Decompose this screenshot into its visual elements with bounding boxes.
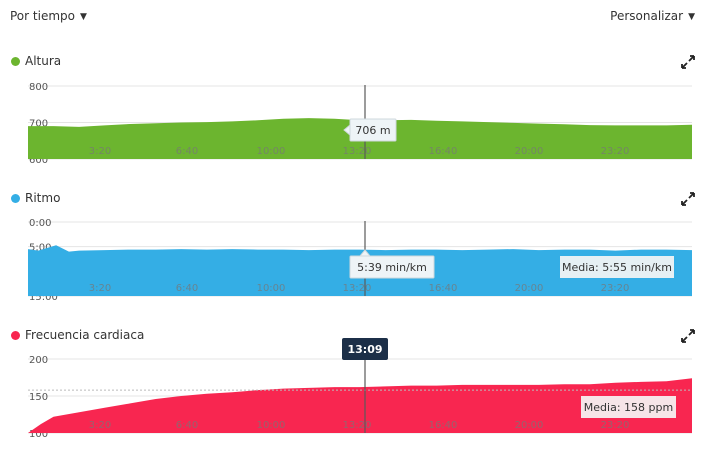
y-tick-label: 800 (29, 82, 48, 93)
frecuencia-average-box (581, 396, 676, 418)
ritmo-chart: 0:005:0010:0015:003:206:4010:0013:2016:4… (28, 218, 692, 303)
y-tick-label: 15:00 (29, 292, 58, 303)
altura-tooltip-box (349, 118, 397, 142)
ritmo-tooltip-value: 5:39 min/km (357, 261, 427, 274)
view-mode-dropdown[interactable]: Por tiempo ▼ (10, 9, 87, 23)
frecuencia-chart-title: Frecuencia cardiaca (11, 328, 144, 342)
cursor-time-box (342, 338, 388, 360)
altura-title-text: Altura (25, 54, 62, 68)
x-tick-label: 3:20 (89, 146, 111, 157)
expand-icon[interactable] (681, 329, 695, 343)
x-tick-label: 23:20 (601, 420, 630, 431)
toolbar: Por tiempo ▼ Personalizar ▼ (0, 0, 703, 34)
ritmo-average-box (560, 256, 674, 278)
x-tick-label: 13:20 (343, 283, 372, 294)
y-tick-label: 5:00 (29, 243, 51, 254)
expand-icon[interactable] (681, 192, 695, 206)
frecuencia-area-series (28, 378, 692, 433)
x-tick-label: 10:00 (257, 146, 286, 157)
altura-chart: 800 700 600 3:20 6:40 10:00 13:20 16:40 20:00 23:… (28, 82, 692, 166)
x-tick-label: 6:40 (176, 146, 198, 157)
x-tick-label: 16:40 (429, 146, 458, 157)
x-tick-label: 23:20 (601, 283, 630, 294)
ritmo-color-dot (11, 194, 20, 203)
ritmo-title-text: Ritmo (25, 191, 61, 205)
x-tick-label: 3:20 (89, 283, 111, 294)
y-tick-label: 600 (29, 155, 48, 166)
y-tick-label: 100 (29, 429, 48, 440)
altura-tooltip-value: 706 m (355, 124, 390, 137)
y-tick-label: 200 (29, 355, 48, 366)
customize-dropdown[interactable]: Personalizar ▼ (610, 9, 695, 23)
frecuencia-average-label: Media: 158 ppm (584, 401, 673, 414)
x-tick-label: 20:00 (515, 283, 544, 294)
frecuencia-color-dot (11, 331, 20, 340)
y-tick-label: 0:00 (29, 218, 51, 229)
customize-label: Personalizar (610, 9, 684, 23)
frecuencia-title-text: Frecuencia cardiaca (25, 328, 145, 342)
ritmo-chart-title: Ritmo (11, 191, 60, 205)
view-mode-label: Por tiempo (10, 9, 75, 23)
x-tick-label: 13:20 (343, 146, 372, 157)
x-tick-label: 13:20 (343, 420, 372, 431)
caret-down-icon: ▼ (79, 12, 87, 22)
x-tick-label: 6:40 (176, 283, 198, 294)
altura-color-dot (11, 57, 20, 66)
x-tick-label: 23:20 (601, 146, 630, 157)
x-tick-label: 16:40 (429, 420, 458, 431)
expand-icon[interactable] (681, 55, 695, 69)
y-tick-label: 150 (29, 392, 48, 403)
x-tick-label: 10:00 (257, 283, 286, 294)
x-tick-label: 16:40 (429, 283, 458, 294)
x-tick-label: 10:00 (257, 420, 286, 431)
altura-chart-title: Altura (11, 54, 61, 68)
caret-down-icon: ▼ (688, 12, 695, 22)
frecuencia-chart: 200 150 100 3:20 6:40 10:00 13:20 16:40 20:00 23:… (28, 338, 692, 440)
ritmo-average-label: Media: 5:55 min/km (562, 261, 672, 274)
x-tick-label: 20:00 (515, 146, 544, 157)
y-tick-label: 700 (29, 119, 48, 130)
x-tick-label: 6:40 (176, 420, 198, 431)
x-tick-label: 20:00 (515, 420, 544, 431)
cursor-time-label: 13:09 (347, 343, 382, 356)
ritmo-tooltip-box (349, 255, 435, 279)
x-tick-label: 3:20 (89, 420, 111, 431)
